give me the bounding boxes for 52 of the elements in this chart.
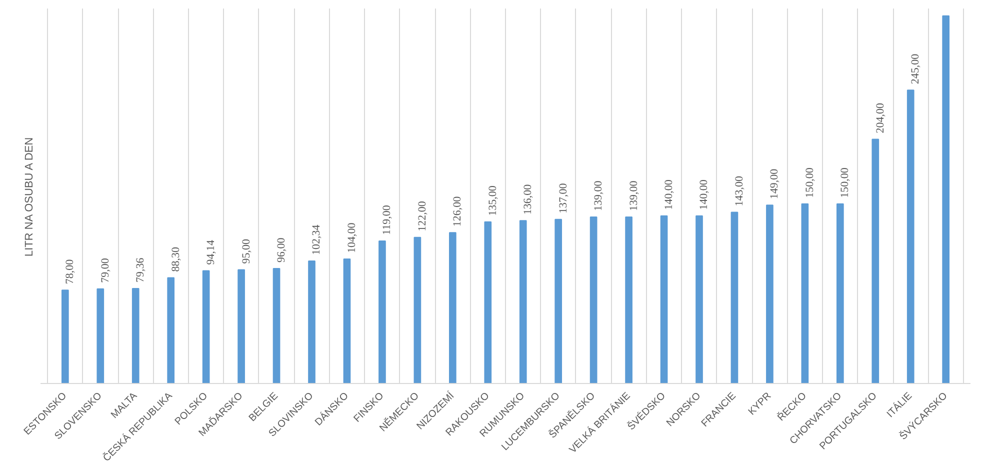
bar — [590, 216, 598, 384]
bar — [554, 218, 562, 384]
bar — [378, 240, 386, 384]
bar — [61, 290, 69, 384]
data-label: 95,00 — [240, 238, 252, 264]
bar — [730, 212, 738, 384]
data-label: 104,00 — [346, 222, 358, 253]
bar — [132, 288, 140, 384]
data-label: 137,00 — [557, 182, 570, 214]
bar — [308, 260, 316, 384]
data-label: 79,00 — [99, 258, 112, 283]
bar — [942, 15, 950, 384]
data-label: 143,00 — [733, 176, 746, 206]
bar — [484, 221, 492, 384]
data-label: 102,34 — [310, 224, 323, 255]
data-label: 139,00 — [592, 180, 605, 212]
data-label: 94,14 — [205, 240, 218, 265]
data-label: 126,00 — [452, 196, 464, 227]
bar — [343, 258, 351, 384]
data-label: 140,00 — [663, 179, 676, 210]
data-label: 140,00 — [698, 179, 710, 210]
data-label: 78,00 — [64, 258, 76, 284]
bar — [766, 204, 774, 384]
data-label: 79,36 — [134, 257, 147, 282]
bar — [414, 236, 422, 384]
data-label: 245,00 — [910, 53, 922, 84]
data-label: 204,00 — [874, 102, 886, 134]
data-label: 150,00 — [804, 167, 816, 198]
y-axis-title: LITR NA OSUBU A DEN — [24, 137, 36, 257]
bar — [906, 90, 914, 384]
bar — [696, 215, 703, 384]
data-label: 96,00 — [276, 237, 288, 263]
bar — [836, 203, 844, 384]
data-label: 149,00 — [768, 168, 781, 200]
data-label: 136,00 — [522, 184, 534, 215]
bar — [872, 138, 880, 384]
data-label: 119,00 — [381, 204, 394, 235]
data-label: 88,30 — [170, 246, 182, 272]
data-label: 139,00 — [628, 180, 640, 212]
bar — [202, 270, 210, 384]
bar — [272, 268, 280, 384]
data-label: 122,00 — [416, 200, 428, 232]
bar — [519, 220, 527, 384]
bar — [238, 269, 245, 384]
bar — [660, 215, 668, 384]
bar — [96, 288, 104, 384]
bar — [625, 216, 632, 384]
data-label: 135,00 — [486, 185, 499, 216]
data-label: 150,00 — [839, 167, 852, 198]
bar — [448, 232, 456, 384]
bar — [167, 277, 175, 384]
bar — [801, 203, 809, 384]
